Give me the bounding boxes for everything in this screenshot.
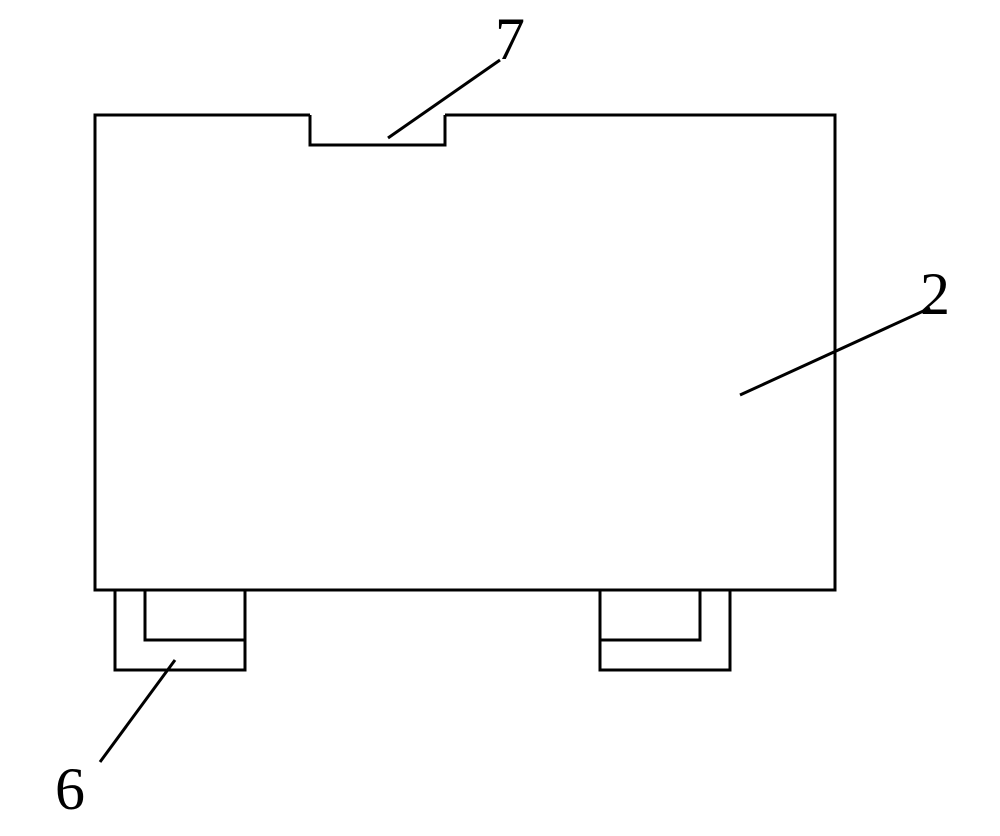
foot-right <box>600 590 730 670</box>
label-7: 7 <box>495 5 525 74</box>
label-2: 2 <box>920 260 950 329</box>
label-6: 6 <box>55 755 85 824</box>
diagram-canvas <box>0 0 1000 836</box>
foot-left <box>115 590 245 670</box>
leader-line-6 <box>100 660 175 762</box>
main-body-rect <box>95 115 835 590</box>
top-slot <box>310 112 445 145</box>
